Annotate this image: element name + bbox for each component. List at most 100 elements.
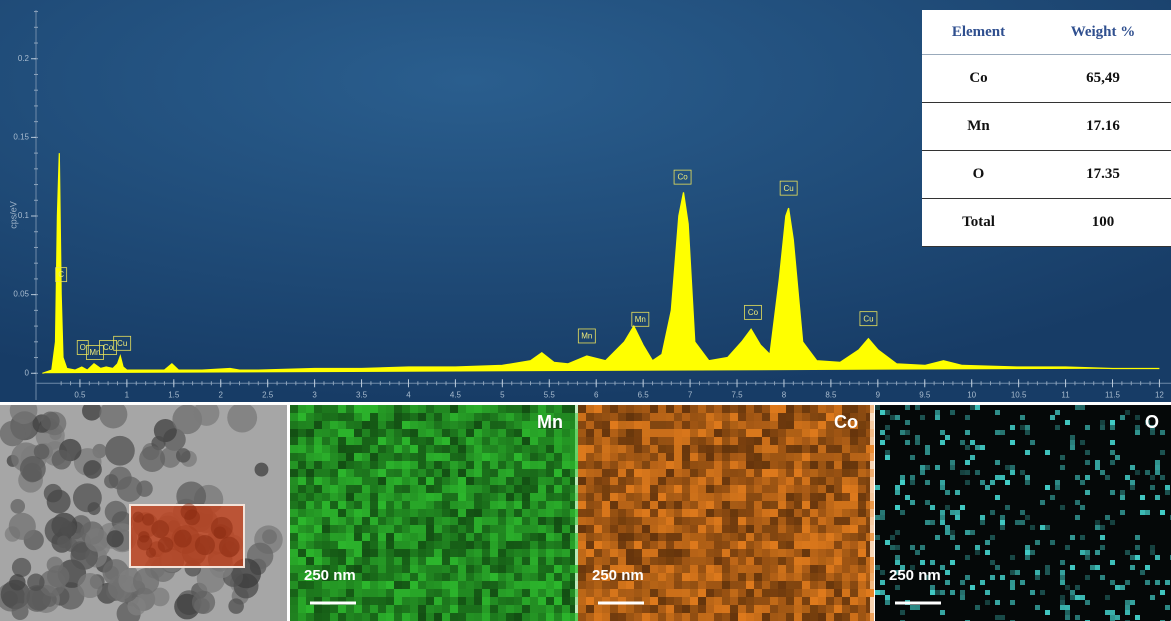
map-pixel	[738, 461, 746, 469]
map-pixel	[850, 541, 858, 549]
map-pixel	[578, 541, 586, 549]
map-pixel	[506, 429, 514, 437]
map-pixel	[770, 405, 778, 413]
map-pixel	[866, 405, 874, 413]
map-pixel	[970, 405, 975, 410]
map-pixel	[880, 580, 885, 585]
map-pixel	[802, 581, 810, 589]
map-pixel	[698, 549, 706, 557]
map-pixel	[418, 605, 426, 613]
map-pixel	[730, 573, 738, 581]
map-pixel	[298, 493, 306, 501]
map-pixel	[810, 461, 818, 469]
map-pixel	[482, 557, 490, 565]
map-pixel	[754, 501, 762, 509]
map-pixel	[386, 405, 394, 413]
map-pixel	[714, 405, 722, 413]
map-pixel	[570, 445, 578, 453]
map-pixel	[1070, 535, 1075, 540]
map-pixel	[762, 509, 770, 517]
map-pixel	[370, 501, 378, 509]
map-pixel	[920, 415, 925, 420]
map-pixel	[450, 501, 458, 509]
map-pixel	[786, 421, 794, 429]
map-pixel	[1145, 580, 1150, 585]
map-pixel	[738, 605, 746, 613]
map-pixel	[346, 501, 354, 509]
map-pixel	[562, 429, 570, 437]
map-pixel	[498, 565, 506, 573]
map-pixel	[975, 545, 980, 550]
map-pixel	[346, 437, 354, 445]
map-pixel	[506, 549, 514, 557]
map-pixel	[1025, 555, 1030, 560]
map-pixel	[826, 437, 834, 445]
map-pixel	[818, 477, 826, 485]
map-pixel	[306, 469, 314, 477]
map-pixel	[722, 469, 730, 477]
map-pixel	[940, 515, 945, 520]
map-pixel	[418, 509, 426, 517]
map-pixel	[810, 485, 818, 493]
map-pixel	[650, 605, 658, 613]
map-pixel	[298, 533, 306, 541]
x-tick-label: 1	[125, 390, 130, 399]
map-pixel	[1085, 425, 1090, 430]
map-pixel	[658, 613, 666, 621]
map-pixel	[538, 469, 546, 477]
map-pixel	[490, 573, 498, 581]
map-pixel	[706, 549, 714, 557]
map-pixel	[826, 557, 834, 565]
map-pixel	[1135, 415, 1140, 420]
map-pixel	[426, 421, 434, 429]
map-pixel	[466, 477, 474, 485]
map-pixel	[850, 557, 858, 565]
map-pixel	[474, 453, 482, 461]
map-pixel	[490, 549, 498, 557]
map-pixel	[746, 445, 754, 453]
map-pixel	[850, 501, 858, 509]
map-pixel	[754, 477, 762, 485]
map-pixel	[940, 565, 945, 570]
map-pixel	[746, 517, 754, 525]
map-pixel	[378, 605, 386, 613]
map-pixel	[985, 540, 990, 545]
map-pixel	[346, 485, 354, 493]
map-pixel	[418, 573, 426, 581]
map-pixel	[410, 613, 418, 621]
map-pixel	[466, 421, 474, 429]
map-pixel	[940, 430, 945, 435]
map-pixel	[754, 557, 762, 565]
map-pixel	[866, 485, 874, 493]
map-pixel	[754, 405, 762, 413]
map-pixel	[458, 581, 466, 589]
map-pixel	[698, 541, 706, 549]
map-pixel	[434, 557, 442, 565]
map-pixel	[794, 541, 802, 549]
map-pixel	[722, 557, 730, 565]
map-pixel	[586, 405, 594, 413]
map-pixel	[786, 429, 794, 437]
map-pixel	[826, 541, 834, 549]
map-pixel	[490, 413, 498, 421]
table-row: Total100	[922, 199, 1171, 247]
map-pixel	[738, 573, 746, 581]
map-pixel	[314, 541, 322, 549]
map-pixel	[642, 493, 650, 501]
map-pixel	[410, 421, 418, 429]
map-pixel	[418, 525, 426, 533]
map-pixel	[770, 445, 778, 453]
map-pixel	[730, 517, 738, 525]
map-pixel	[458, 445, 466, 453]
map-pixel	[730, 549, 738, 557]
map-pixel	[594, 589, 602, 597]
map-pixel	[586, 493, 594, 501]
map-pixel	[658, 493, 666, 501]
map-pixel	[458, 525, 466, 533]
map-pixel	[354, 501, 362, 509]
map-pixel	[850, 605, 858, 613]
map-pixel	[995, 460, 1000, 465]
map-pixel	[965, 480, 970, 485]
map-pixel	[626, 429, 634, 437]
map-pixel	[530, 557, 538, 565]
